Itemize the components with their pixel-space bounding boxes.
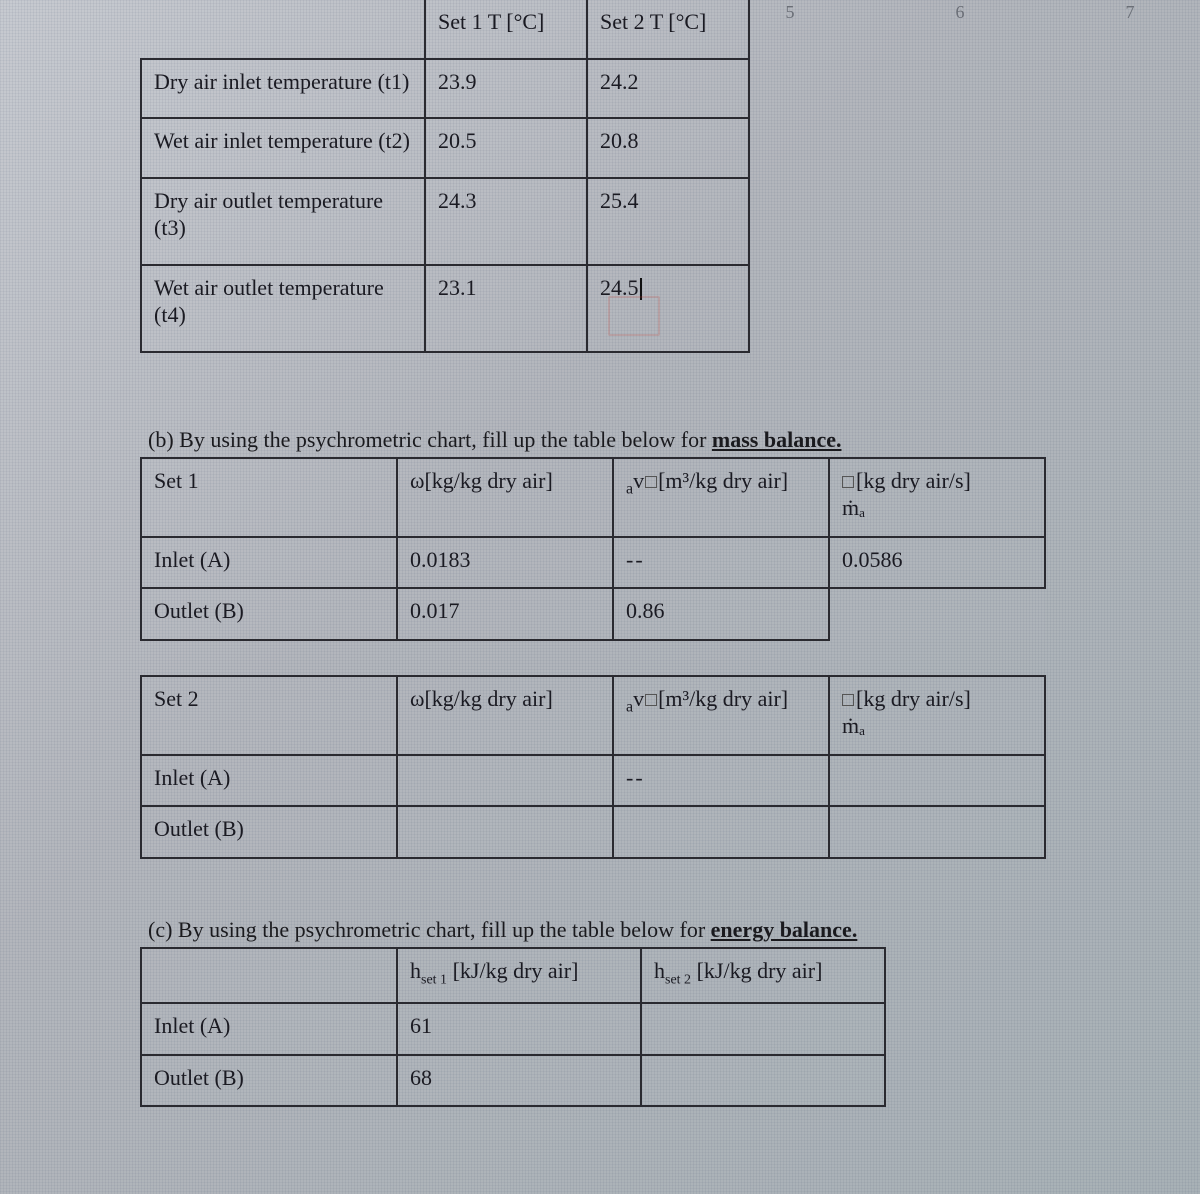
mb2-mdot-cell[interactable] xyxy=(829,806,1045,858)
eb-col-h2: hset 2 [kJ/kg dry air] xyxy=(641,948,885,1004)
mb2-col-omega: ω[kg/kg dry air] xyxy=(397,676,613,755)
mb1-mdot-cell[interactable] xyxy=(829,588,1045,640)
temp-cell-set2[interactable]: 25.4 xyxy=(587,178,749,265)
mb2-col-v: av[m³/kg dry air] xyxy=(613,676,829,755)
temp-row-label: Wet air inlet temperature (t2) xyxy=(141,118,425,178)
mb1-col-mdot: [kg dry air/s] ṁₐ xyxy=(829,458,1045,537)
eb-blank-header xyxy=(141,948,397,1004)
mb2-v-cell[interactable] xyxy=(613,806,829,858)
eb-h1-cell[interactable]: 61 xyxy=(397,1003,641,1055)
mb1-v-cell[interactable]: 0.86 xyxy=(613,588,829,640)
mass-balance-set2-table: Set 2 ω[kg/kg dry air] av[m³/kg dry air]… xyxy=(140,675,1046,859)
ruler-tick: 7 xyxy=(1126,2,1135,23)
eb-h1-cell[interactable]: 68 xyxy=(397,1055,641,1107)
mass-balance-set1-table: Set 1 ω[kg/kg dry air] av[m³/kg dry air]… xyxy=(140,457,1046,641)
mb2-mdot-cell[interactable] xyxy=(829,755,1045,807)
mb1-row-label: Outlet (B) xyxy=(141,588,397,640)
eb-row-label: Outlet (B) xyxy=(141,1055,397,1107)
mb2-col-mdot: [kg dry air/s] ṁₐ xyxy=(829,676,1045,755)
energy-balance-table: hset 1 [kJ/kg dry air] hset 2 [kJ/kg dry… xyxy=(140,947,886,1108)
mb1-row-label: Inlet (A) xyxy=(141,537,397,589)
eb-h2-cell[interactable] xyxy=(641,1003,885,1055)
temp-cell-set1[interactable]: 24.3 xyxy=(425,178,587,265)
temp-cell-set2[interactable]: 20.8 xyxy=(587,118,749,178)
page: 5 6 7 Set 1 T [°C] Set 2 T [°C] Dry air … xyxy=(0,0,1200,1194)
temp-row-label: Dry air outlet temperature (t3) xyxy=(141,178,425,265)
mb1-omega-cell[interactable]: 0.0183 xyxy=(397,537,613,589)
temp-row-label: Dry air inlet temperature (t1) xyxy=(141,59,425,119)
mb1-omega-cell[interactable]: 0.017 xyxy=(397,588,613,640)
mb2-col-set: Set 2 xyxy=(141,676,397,755)
mb2-omega-cell[interactable] xyxy=(397,806,613,858)
eb-col-h1: hset 1 [kJ/kg dry air] xyxy=(397,948,641,1004)
document-content: Set 1 T [°C] Set 2 T [°C] Dry air inlet … xyxy=(140,0,1120,1107)
temp-cell-set2-cursor[interactable]: 24.5 xyxy=(587,265,749,352)
eb-row-label: Inlet (A) xyxy=(141,1003,397,1055)
section-c-caption: (c) By using the psychrometric chart, fi… xyxy=(148,917,1120,943)
mb2-row-label: Inlet (A) xyxy=(141,755,397,807)
mb2-omega-cell[interactable] xyxy=(397,755,613,807)
mb1-v-cell[interactable]: -- xyxy=(613,537,829,589)
temperature-table: Set 1 T [°C] Set 2 T [°C] Dry air inlet … xyxy=(140,0,750,353)
temp-cell-set2[interactable]: 24.2 xyxy=(587,59,749,119)
temp-row-label: Wet air outlet temperature (t4) xyxy=(141,265,425,352)
temp-cell-set1[interactable]: 20.5 xyxy=(425,118,587,178)
mb1-mdot-cell[interactable]: 0.0586 xyxy=(829,537,1045,589)
col-header-set2: Set 2 T [°C] xyxy=(587,0,749,59)
col-header-set1: Set 1 T [°C] xyxy=(425,0,587,59)
temp-cell-set1[interactable]: 23.1 xyxy=(425,265,587,352)
mb1-col-omega: ω[kg/kg dry air] xyxy=(397,458,613,537)
text-cursor-icon xyxy=(640,278,642,300)
section-b-caption: (b) By using the psychrometric chart, fi… xyxy=(148,427,1120,453)
temp-cell-set1[interactable]: 23.9 xyxy=(425,59,587,119)
mb1-col-v: av[m³/kg dry air] xyxy=(613,458,829,537)
mb2-v-cell[interactable]: -- xyxy=(613,755,829,807)
eb-h2-cell[interactable] xyxy=(641,1055,885,1107)
mb2-row-label: Outlet (B) xyxy=(141,806,397,858)
mb1-col-set: Set 1 xyxy=(141,458,397,537)
blank-header xyxy=(141,0,425,59)
